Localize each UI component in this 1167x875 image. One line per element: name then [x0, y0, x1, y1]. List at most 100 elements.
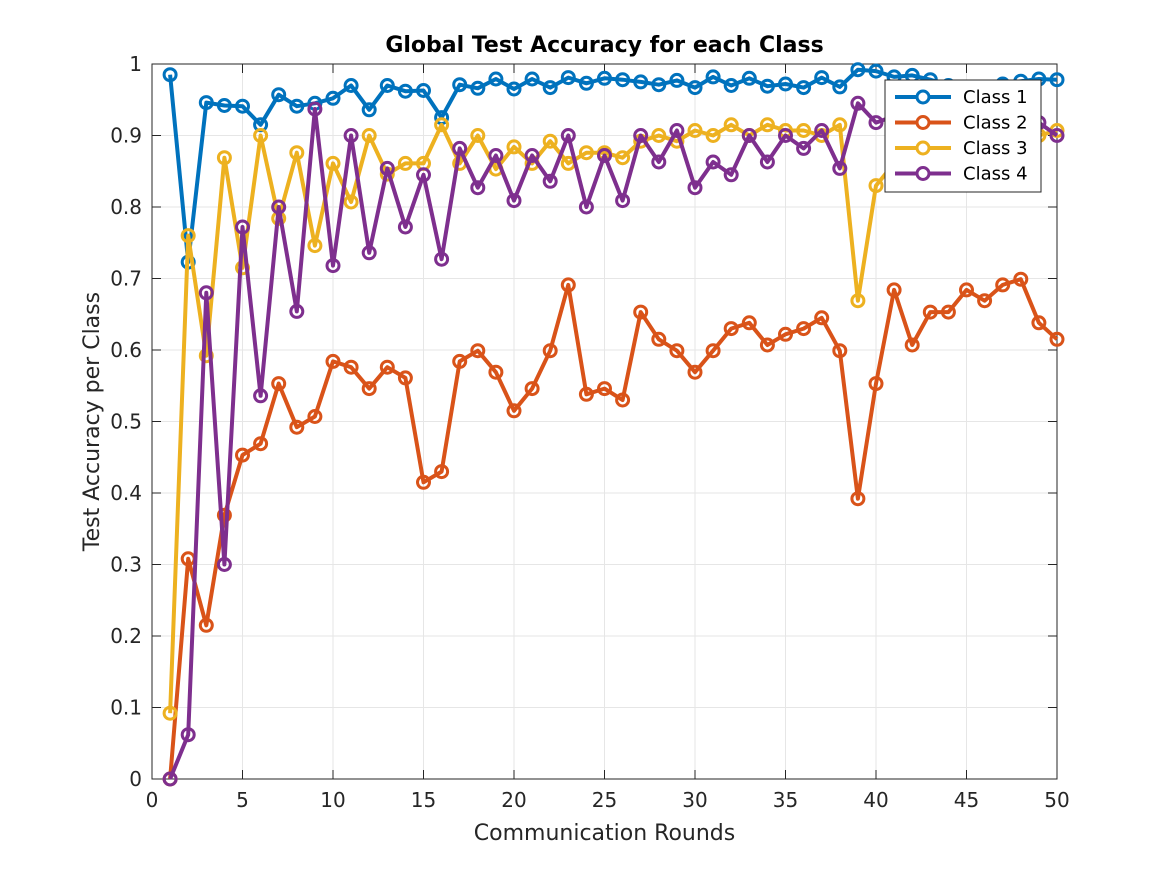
- data-point: [307, 409, 323, 424]
- data-point: [597, 70, 612, 86]
- data-point: [1013, 271, 1029, 287]
- data-point: [524, 71, 540, 87]
- data-point: [253, 436, 269, 452]
- legend-label: Class 2: [963, 113, 1028, 134]
- x-tick-label: 25: [592, 788, 617, 812]
- x-tick-label: 0: [146, 788, 159, 812]
- data-point: [325, 258, 341, 274]
- data-point: [343, 359, 359, 375]
- data-point: [307, 238, 323, 254]
- y-tick-label: 0.8: [110, 195, 142, 219]
- data-point: [615, 150, 631, 166]
- data-point: [832, 160, 848, 176]
- data-point: [578, 75, 594, 91]
- data-point: [832, 343, 848, 359]
- data-point: [470, 180, 486, 196]
- data-point: [778, 76, 793, 92]
- legend-marker: [915, 140, 931, 156]
- data-point: [651, 128, 667, 143]
- data-point: [560, 277, 576, 293]
- data-point: [452, 77, 468, 93]
- data-point: [578, 199, 594, 215]
- data-point: [488, 364, 504, 380]
- data-point: [416, 83, 431, 98]
- data-point: [361, 245, 377, 261]
- data-point: [434, 464, 450, 480]
- data-point: [741, 70, 757, 86]
- data-point: [524, 148, 540, 163]
- data-point: [886, 282, 902, 298]
- data-point: [397, 370, 413, 386]
- data-point: [796, 321, 812, 337]
- data-point: [651, 331, 667, 347]
- data-point: [778, 128, 793, 143]
- y-axis-label: Test Accuracy per Class: [80, 292, 105, 552]
- data-point: [814, 310, 830, 326]
- data-point: [759, 117, 775, 133]
- data-point: [651, 154, 667, 170]
- series-3: [162, 117, 1065, 721]
- legend-label: Class 4: [963, 164, 1028, 185]
- data-point: [198, 95, 214, 111]
- legend-item: Class 2: [895, 113, 1028, 134]
- data-point: [597, 381, 612, 397]
- data-point: [741, 128, 757, 143]
- data-point: [397, 219, 413, 235]
- data-point: [959, 282, 974, 298]
- data-point: [216, 507, 232, 523]
- data-point: [723, 117, 739, 133]
- data-point: [235, 98, 250, 114]
- data-point: [578, 145, 594, 161]
- data-point: [216, 98, 232, 113]
- data-point: [759, 154, 775, 170]
- data-point: [271, 376, 287, 392]
- x-tick-label: 30: [682, 788, 707, 812]
- y-tick-label: 1: [129, 52, 142, 76]
- series-line: [168, 277, 1059, 780]
- x-tick-label: 45: [954, 788, 979, 812]
- data-point: [361, 128, 377, 143]
- data-point: [560, 70, 576, 86]
- legend-item: Class 4: [895, 164, 1028, 185]
- data-point: [741, 315, 757, 331]
- data-point: [542, 173, 558, 189]
- data-point: [397, 155, 413, 171]
- data-point: [379, 78, 395, 93]
- x-tick-label: 10: [320, 788, 345, 812]
- data-point: [904, 337, 920, 353]
- data-point: [723, 167, 739, 183]
- axes: 0 5 10 15 20 25 30 35 40 45 50 0 0.1 0.2 0.3 0.4 0.5 0.6 0…: [110, 52, 1070, 812]
- y-tick-label: 0.5: [110, 410, 142, 434]
- data-point: [416, 474, 431, 490]
- data-point: [633, 304, 649, 320]
- data-point: [687, 123, 703, 138]
- data-point: [253, 128, 269, 143]
- data-point: [705, 154, 721, 170]
- data-point: [850, 62, 866, 78]
- series-line: [168, 101, 1059, 780]
- legend-label: Class 1: [963, 87, 1028, 108]
- data-point: [778, 326, 793, 342]
- data-point: [506, 81, 522, 97]
- data-point: [488, 71, 504, 87]
- data-point: [615, 193, 631, 209]
- data-point: [669, 123, 685, 138]
- data-point: [416, 167, 431, 183]
- data-point: [235, 219, 250, 235]
- data-point: [687, 80, 703, 96]
- data-point: [271, 87, 287, 103]
- data-point: [307, 101, 323, 117]
- y-tick-label: 0: [129, 767, 142, 791]
- data-point: [868, 376, 884, 392]
- data-point: [796, 140, 812, 156]
- data-point: [705, 128, 721, 143]
- data-point: [687, 364, 703, 380]
- data-point: [379, 359, 395, 375]
- data-point: [325, 90, 341, 106]
- series-4: [162, 95, 1065, 787]
- y-tick-label: 0.1: [110, 696, 142, 720]
- legend-item: Class 3: [895, 138, 1028, 159]
- data-point: [850, 491, 866, 507]
